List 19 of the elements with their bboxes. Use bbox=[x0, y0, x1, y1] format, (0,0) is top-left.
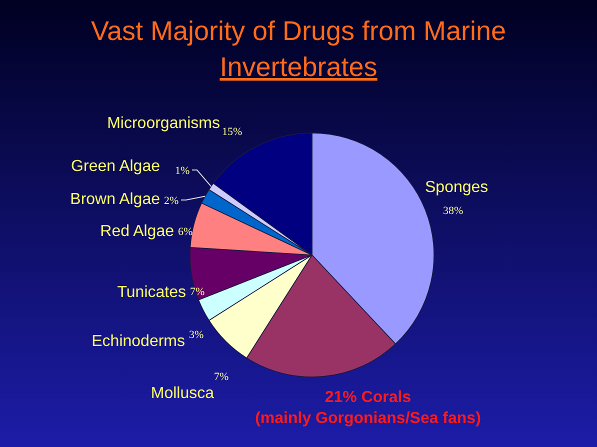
data-label: 2% bbox=[164, 195, 179, 207]
data-label: 15% bbox=[222, 126, 242, 138]
chart-subtitle: Invertebrates bbox=[220, 52, 378, 82]
data-label: 7% bbox=[214, 371, 229, 383]
slice-label: Microorganisms bbox=[107, 115, 220, 132]
slice-label: Brown Algae bbox=[70, 191, 160, 208]
slice-label: Green Algae bbox=[71, 158, 160, 175]
data-label: 1% bbox=[175, 165, 190, 177]
slice-label: Tunicates bbox=[117, 284, 186, 301]
slice-label: Echinoderms bbox=[92, 333, 185, 350]
slice-label: Red Algae bbox=[100, 223, 174, 240]
data-label: 7% bbox=[190, 286, 205, 298]
slice-label: Sponges bbox=[425, 179, 488, 196]
data-label: 6% bbox=[178, 226, 193, 238]
data-label: 3% bbox=[189, 329, 204, 341]
slice-label: Mollusca bbox=[150, 385, 214, 402]
chart-title: Vast Majority of Drugs from Marine bbox=[90, 16, 506, 46]
data-label: 38% bbox=[443, 205, 464, 217]
data-label: 21% bbox=[324, 389, 357, 406]
